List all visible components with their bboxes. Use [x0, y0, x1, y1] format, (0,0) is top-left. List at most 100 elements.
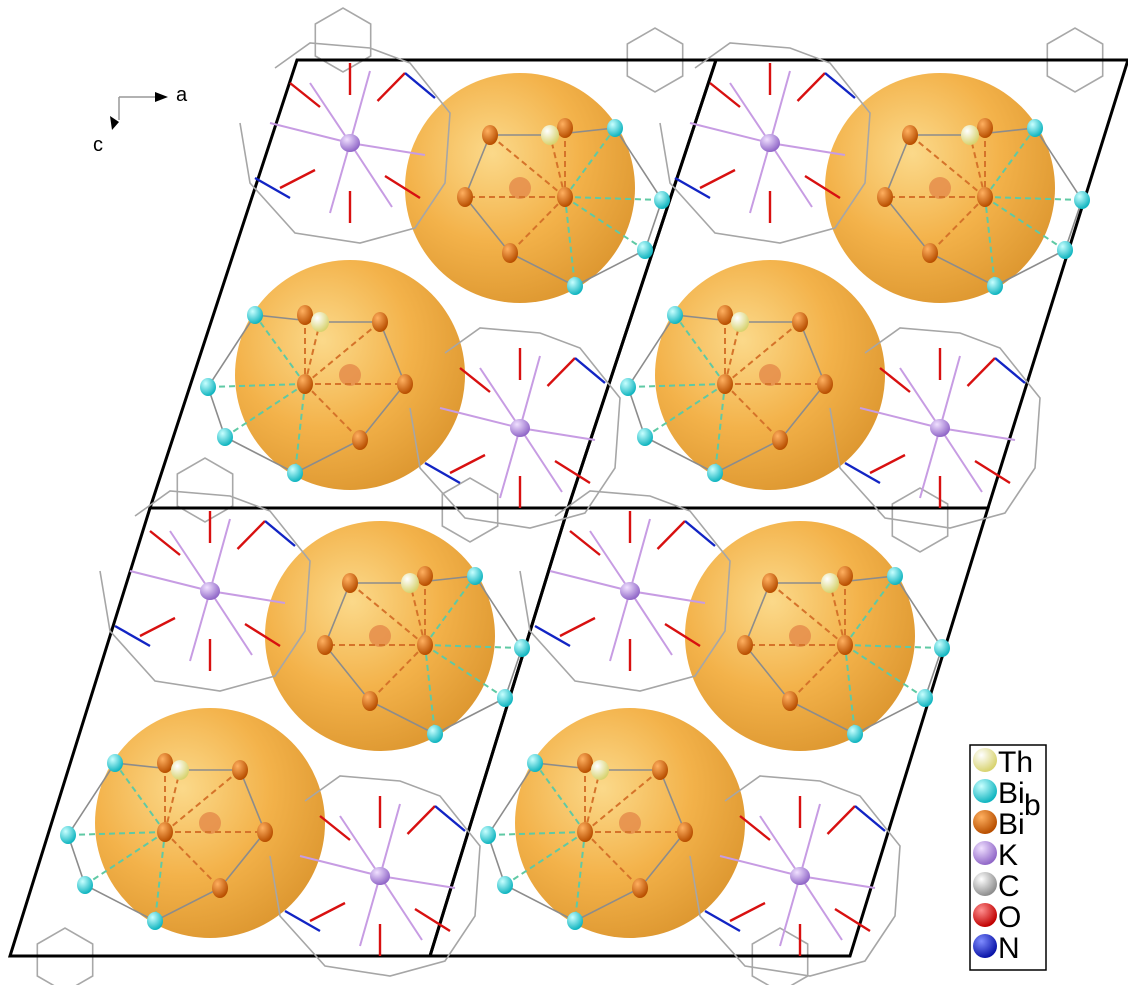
k-o-bond	[799, 875, 843, 941]
k-o-bond	[299, 855, 381, 877]
o-bond	[319, 815, 351, 841]
bi-atom	[654, 191, 670, 209]
bi-contact	[207, 383, 306, 388]
bi-b-atom	[372, 312, 388, 332]
bi-atom	[427, 725, 443, 743]
crown-chain	[829, 327, 1041, 529]
bi-atom	[1027, 119, 1043, 137]
n-bond	[574, 357, 606, 384]
bi-atom	[200, 378, 216, 396]
bi-contact	[984, 196, 996, 287]
o-bond	[279, 168, 316, 190]
bi-b-atom	[717, 305, 733, 325]
bi-b-atom	[157, 753, 173, 773]
bi-b-atom	[877, 187, 893, 207]
k-o-bond	[209, 518, 231, 592]
bi-b-atom	[157, 822, 173, 842]
o-bond	[966, 357, 996, 387]
k-o-bond	[779, 875, 801, 947]
organic-framework	[36, 7, 1104, 985]
bi-b-atom	[397, 374, 413, 394]
legend-swatch	[973, 872, 997, 896]
bi-b-atom	[977, 187, 993, 207]
o-bond	[236, 520, 266, 550]
o-bond	[569, 530, 601, 556]
cluster-bond	[724, 321, 801, 385]
phenyl-ring	[626, 27, 684, 93]
o-bond	[559, 616, 596, 638]
k-o-bond	[799, 875, 876, 889]
cluster-bond	[489, 134, 566, 198]
cluster-bond	[369, 644, 426, 702]
k-atom	[510, 419, 530, 437]
bi-contact	[564, 196, 576, 287]
bi-b-atom	[557, 118, 573, 138]
phenyl-ring	[36, 927, 94, 985]
cluster-bond	[909, 134, 986, 198]
legend-swatch	[973, 934, 997, 958]
k-o-bond	[729, 82, 771, 144]
cage-center	[509, 177, 531, 199]
k-atom	[370, 867, 390, 885]
k-o-bond	[169, 530, 211, 592]
k-o-bond	[379, 803, 401, 877]
k-o-bond	[629, 590, 673, 656]
potassium-complexes	[99, 42, 1041, 977]
cluster-bond	[584, 769, 661, 833]
cage	[620, 260, 885, 490]
cage	[60, 708, 325, 938]
axis-a-label: a	[176, 84, 188, 106]
o-bond	[664, 622, 701, 648]
k-o-bond	[919, 427, 941, 499]
bi-contact	[254, 314, 306, 385]
o-bond	[139, 616, 176, 638]
cluster-bond	[164, 831, 221, 889]
n-bond	[424, 461, 461, 485]
bi-atom	[637, 241, 653, 259]
bi-atom	[934, 639, 950, 657]
th-atom	[311, 312, 329, 332]
k-o-bond	[759, 815, 801, 877]
k-complex	[659, 42, 871, 244]
o-bond	[804, 174, 841, 200]
bi-b-atom	[737, 635, 753, 655]
k-atom	[930, 419, 950, 437]
bi-contact	[67, 831, 166, 836]
bi-b-atom	[417, 635, 433, 655]
o-bond	[729, 901, 766, 923]
cluster-bond	[164, 769, 181, 833]
th-atom	[731, 312, 749, 332]
cluster-bond	[789, 644, 846, 702]
cluster-bond	[509, 196, 566, 254]
legend-swatch	[973, 810, 997, 834]
bi-contact	[844, 644, 943, 649]
k-o-bond	[589, 530, 631, 592]
bi-contact	[564, 127, 616, 198]
k-o-bond	[689, 122, 771, 144]
bi-b-atom	[922, 243, 938, 263]
bi-contact	[424, 575, 476, 646]
cluster-bond	[829, 582, 846, 646]
bi-atom	[287, 464, 303, 482]
bi-contact	[504, 831, 586, 886]
bi-atom	[1074, 191, 1090, 209]
bi-atom	[887, 567, 903, 585]
cluster-bond	[769, 582, 846, 646]
unit-cell-outline	[7, 58, 1128, 958]
bi-contact	[114, 762, 166, 833]
bi-contact	[674, 314, 726, 385]
bi-atom	[480, 826, 496, 844]
k-o-bond	[209, 590, 253, 656]
cluster-bond	[724, 383, 781, 441]
bi-contact	[984, 127, 1036, 198]
k-o-bond	[859, 407, 941, 429]
bi-b-atom	[817, 374, 833, 394]
crown-chain	[269, 775, 481, 977]
cluster-bond	[304, 321, 381, 385]
k-atom	[760, 134, 780, 152]
bi-b-atom	[502, 243, 518, 263]
th-atom	[171, 760, 189, 780]
n-bond	[704, 909, 741, 933]
